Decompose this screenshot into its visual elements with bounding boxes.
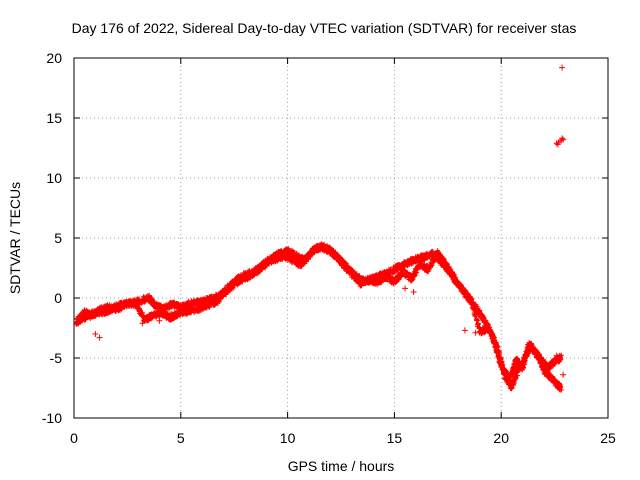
x-tick-label: 10 (280, 430, 296, 446)
data-point (139, 320, 146, 327)
data-point (554, 141, 561, 148)
y-tick-label: 20 (46, 50, 62, 66)
chart-title: Day 176 of 2022, Sidereal Day-to-day VTE… (72, 20, 577, 36)
data-point (96, 334, 103, 341)
axis-ticks: 0 5 10 15 20 25 -10 -5 0 5 10 15 20 (42, 50, 616, 446)
data-point (402, 285, 409, 292)
y-tick-label: 10 (46, 170, 62, 186)
grid-lines (74, 58, 608, 418)
y-tick-label: 5 (54, 230, 62, 246)
x-tick-label: 25 (600, 430, 616, 446)
x-tick-label: 15 (387, 430, 403, 446)
x-tick-label: 20 (493, 430, 509, 446)
data-point (156, 317, 163, 324)
data-point (559, 135, 566, 142)
data-point (410, 289, 417, 295)
x-axis-label: GPS time / hours (288, 458, 395, 474)
x-tick-label: 0 (70, 430, 78, 446)
y-tick-label: -5 (50, 350, 63, 366)
data-point (472, 329, 479, 336)
series-trace-secondary (73, 242, 564, 385)
data-point (559, 64, 566, 71)
x-tick-label: 5 (177, 430, 185, 446)
data-point (560, 371, 567, 378)
y-tick-label: 0 (54, 290, 62, 306)
y-tick-label: 15 (46, 110, 62, 126)
data-point (461, 327, 468, 334)
data-point (560, 136, 567, 143)
data-point (92, 331, 99, 337)
y-axis-label: SDTVAR / TECUs (7, 182, 23, 294)
data-point (553, 352, 560, 359)
data-series (73, 64, 567, 393)
y-tick-label: -10 (42, 410, 62, 426)
